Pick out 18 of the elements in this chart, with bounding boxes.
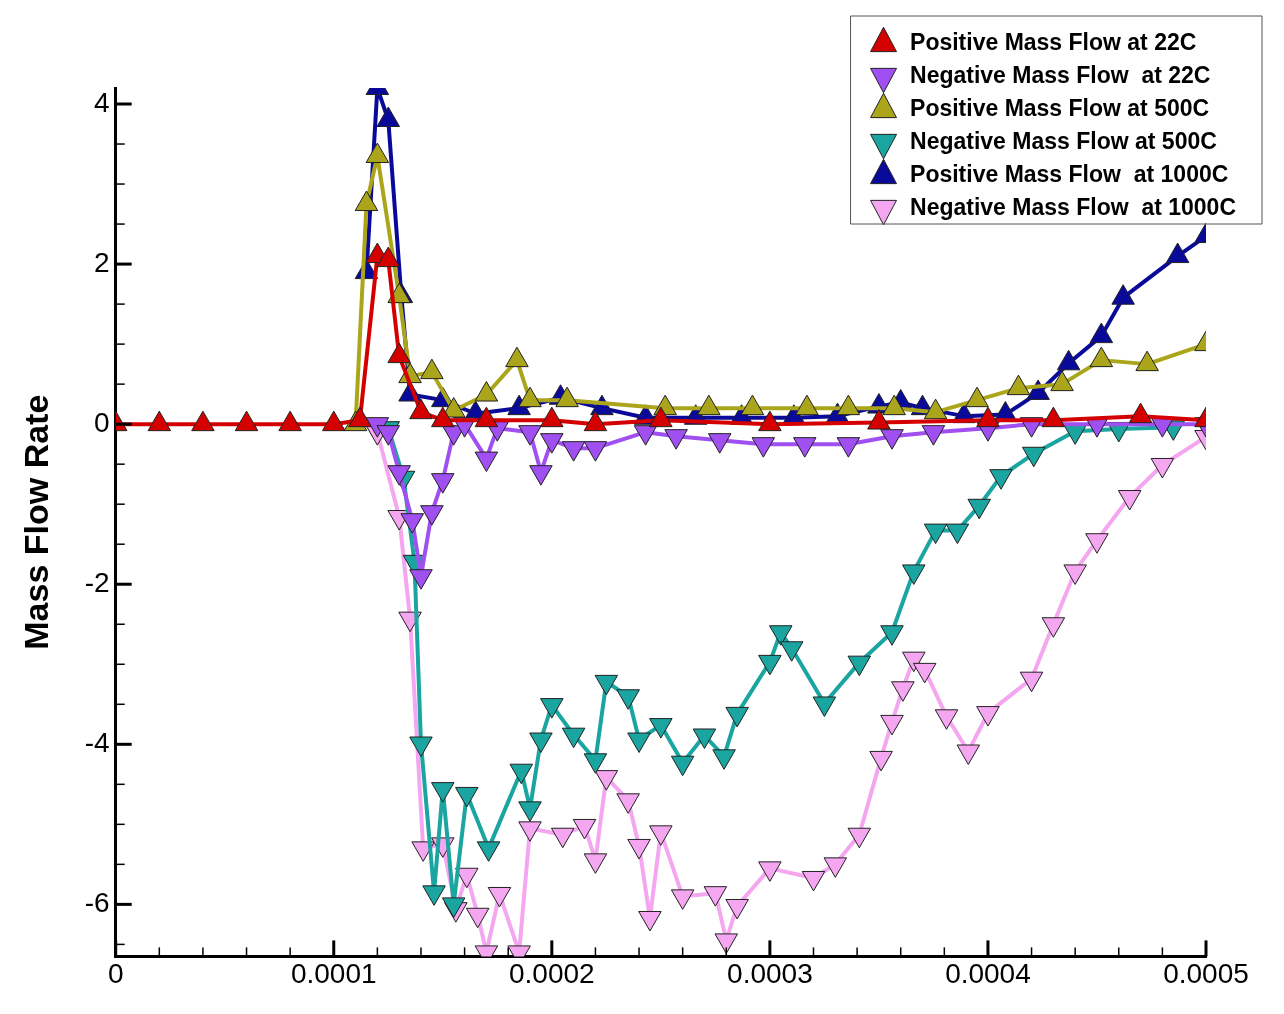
x-tick-label: 0.0005: [1163, 957, 1249, 989]
x-tick-label: 0.0004: [945, 957, 1031, 989]
y-tick-label: -4: [84, 727, 110, 759]
legend-label: Positive Mass Flow at 22C: [910, 28, 1197, 55]
x-tick-label: 0.0002: [509, 957, 595, 989]
y-tick-label: 2: [94, 246, 110, 278]
x-tick-label: 0.0001: [290, 957, 377, 989]
legend-label: Positive Mass Flow at 500C: [910, 94, 1210, 121]
legend-label: Negative Mass Flow at 500C: [910, 127, 1217, 154]
legend-label: Negative Mass Flow at 1000C: [910, 193, 1236, 220]
y-tick-label: 0: [94, 406, 110, 438]
y-axis-title: Mass Flow Rate: [16, 394, 55, 650]
y-tick-label: -6: [84, 887, 110, 919]
y-tick-label: -2: [84, 566, 110, 598]
x-tick-label: 0.0003: [727, 957, 813, 989]
y-tick-label: 4: [94, 86, 110, 118]
legend-label: Positive Mass Flow at 1000C: [910, 160, 1229, 187]
legend-label: Negative Mass Flow at 22C: [910, 61, 1211, 88]
